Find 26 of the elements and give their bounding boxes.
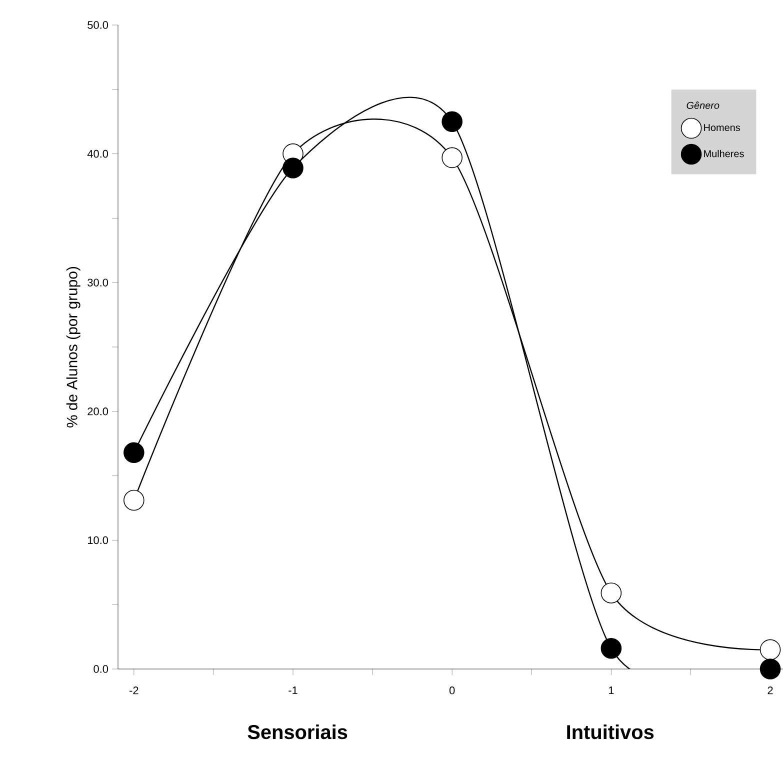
legend-label: Homens — [704, 124, 740, 132]
point — [442, 111, 462, 132]
text: Intuitivos — [567, 724, 654, 740]
y-axis-title: % de Alunos (por grupo) — [66, 266, 80, 428]
y-tick-label: 0.0 — [94, 665, 108, 673]
x-tick-label: -1 — [288, 686, 298, 694]
point — [124, 490, 144, 511]
text: Sensoriais — [248, 724, 348, 740]
y-tick-label: 10.0 — [88, 536, 108, 544]
point — [600, 638, 622, 659]
y-tick-label: 30.0 — [88, 278, 108, 286]
x-tick-label: 1 — [608, 686, 614, 694]
y-tick-label: 20.0 — [88, 408, 108, 416]
legend-title: Gênero — [686, 102, 720, 109]
y-tick-label: 40.0 — [87, 150, 108, 158]
point — [760, 658, 781, 680]
legend-label: Mulheres — [704, 150, 744, 158]
point — [760, 639, 781, 660]
x-tick-label: 2 — [768, 686, 773, 694]
point — [600, 582, 622, 604]
point — [124, 442, 144, 464]
y-tick-label: 50.0 — [88, 21, 108, 29]
x-tick-label: 0 — [449, 686, 455, 694]
x-tick-label: -2 — [130, 686, 138, 694]
point — [442, 147, 462, 168]
point — [282, 158, 304, 178]
